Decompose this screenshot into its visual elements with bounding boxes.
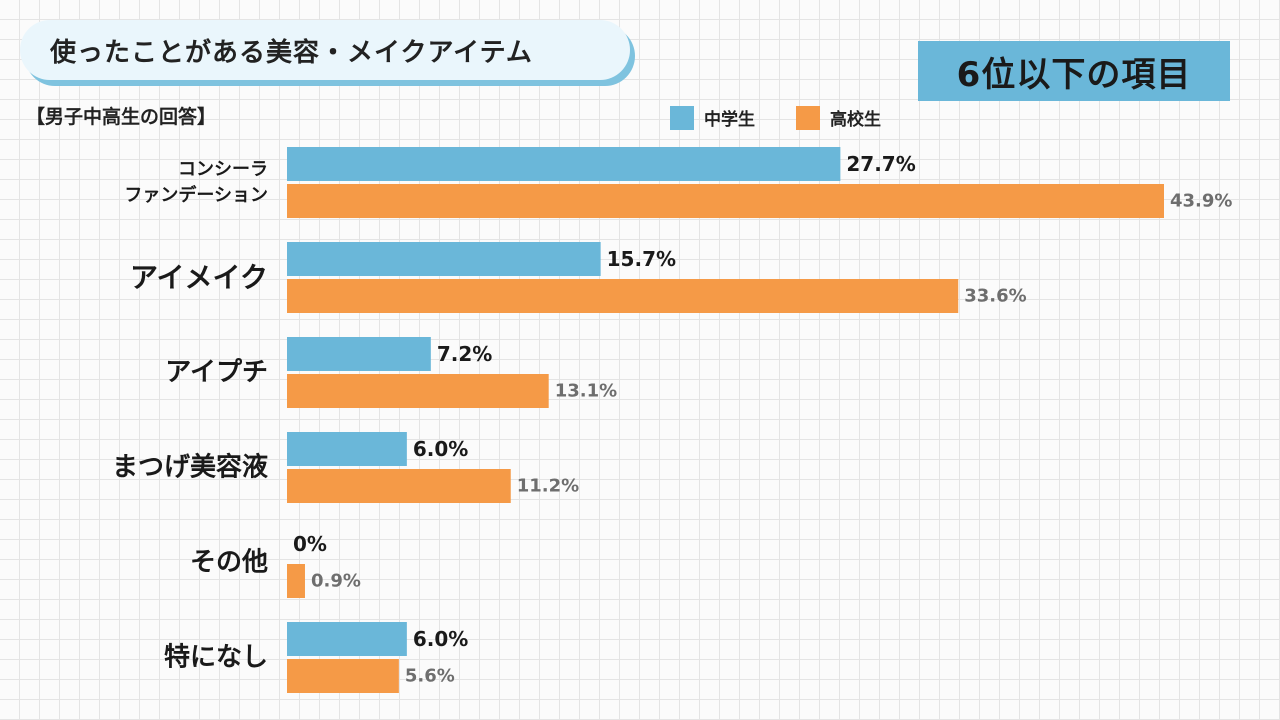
bar-middle-school xyxy=(287,147,841,181)
section-badge: 6位以下の項目 xyxy=(918,41,1230,101)
legend-swatch-middle xyxy=(670,105,694,130)
data-label-middle-school: 6.0% xyxy=(413,627,468,651)
legend-item-middle: 中学生 xyxy=(670,105,755,130)
title-banner: 使ったことがある美容・メイクアイテム xyxy=(20,20,630,80)
chart-subtitle: 【男子中高生の回答】 xyxy=(26,106,217,128)
data-label-middle-school: 15.7% xyxy=(607,247,676,271)
bar-high-school xyxy=(287,659,399,693)
data-label-high-school: 43.9% xyxy=(1170,191,1232,212)
bar-high-school xyxy=(287,564,305,598)
legend-item-high: 高校生 xyxy=(796,105,881,130)
data-label-middle-school: 0% xyxy=(293,532,327,556)
bar-high-school xyxy=(287,469,511,503)
category-label: コンシーラ xyxy=(178,159,268,180)
category-label: 特になし xyxy=(164,642,268,673)
bar-high-school xyxy=(287,184,1164,218)
chart-title: 使ったことがある美容・メイクアイテム xyxy=(50,37,533,68)
data-label-high-school: 0.9% xyxy=(311,571,361,592)
bar-middle-school xyxy=(287,242,601,276)
category-label: アイプチ xyxy=(165,358,268,388)
bar-high-school xyxy=(287,279,959,313)
legend-label-middle: 中学生 xyxy=(704,110,755,130)
legend-label-high: 高校生 xyxy=(830,110,881,130)
category-label: その他 xyxy=(190,548,268,578)
data-label-middle-school: 6.0% xyxy=(413,437,468,461)
category-label: アイメイク xyxy=(130,261,268,294)
data-label-high-school: 33.6% xyxy=(964,286,1026,307)
data-label-high-school: 13.1% xyxy=(555,381,617,402)
data-label-middle-school: 27.7% xyxy=(846,152,915,176)
data-label-high-school: 11.2% xyxy=(517,476,579,497)
bar-middle-school xyxy=(287,337,431,371)
bar-middle-school xyxy=(287,432,407,466)
bar-high-school xyxy=(287,374,549,408)
data-label-middle-school: 7.2% xyxy=(437,342,492,366)
category-label: まつげ美容液 xyxy=(112,452,268,483)
legend-swatch-high xyxy=(796,105,820,130)
bar-middle-school xyxy=(287,622,407,656)
data-label-high-school: 5.6% xyxy=(405,666,455,687)
category-label: ファンデーション xyxy=(124,184,268,206)
